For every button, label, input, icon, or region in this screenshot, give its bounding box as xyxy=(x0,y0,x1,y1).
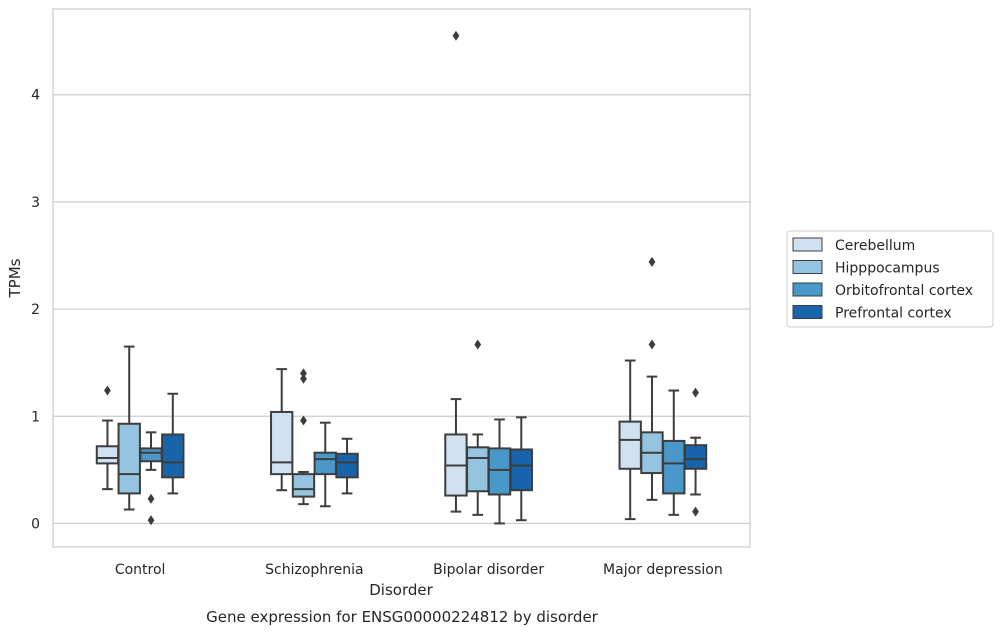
series-orbitofrontal-cortex xyxy=(139,389,686,526)
series-hipppocampus xyxy=(117,256,664,516)
box-iqr xyxy=(618,420,642,470)
box-plot xyxy=(509,416,533,522)
outlier-point xyxy=(648,256,656,267)
x-tick-label: Bipolar disorder xyxy=(433,562,544,578)
box-iqr xyxy=(509,448,533,492)
outlier-point xyxy=(300,373,307,384)
outlier-point xyxy=(692,506,699,517)
box-plot xyxy=(683,387,708,517)
outlier-point xyxy=(147,493,155,504)
box-plot xyxy=(139,431,163,526)
box-plot xyxy=(161,392,185,495)
box-plot xyxy=(640,256,664,501)
box-plot xyxy=(444,30,468,513)
box-series xyxy=(95,30,708,526)
box-plot xyxy=(618,359,642,521)
box-iqr xyxy=(95,445,120,465)
box-plot xyxy=(270,368,294,492)
chart-caption: Gene expression for ENSG00000224812 by d… xyxy=(206,608,599,626)
x-tick-label: Major depression xyxy=(603,562,723,578)
series-cerebellum xyxy=(95,30,642,521)
gridlines xyxy=(53,94,750,525)
outlier-point xyxy=(104,385,111,396)
y-axis-title: TPMs xyxy=(6,258,24,298)
legend-label: Cerebellum xyxy=(835,238,915,254)
legend-swatch xyxy=(792,237,823,252)
box-iqr xyxy=(662,439,686,495)
outlier-point xyxy=(452,30,460,41)
box-iqr xyxy=(291,473,316,498)
y-tick-label: 0 xyxy=(31,516,40,532)
box-iqr xyxy=(466,446,490,493)
series-prefrontal-cortex xyxy=(161,387,708,522)
outlier-point xyxy=(300,415,307,426)
outlier-point xyxy=(147,515,155,526)
legend-swatch xyxy=(792,260,823,274)
box-iqr xyxy=(335,452,359,479)
legend-label: Hipppocampus xyxy=(835,261,940,277)
legend-label: Prefrontal cortex xyxy=(835,306,952,322)
y-tick-label: 4 xyxy=(31,88,40,104)
box-iqr xyxy=(683,444,708,470)
legend: Cerebellum Hipppocampus Orbitofrontal cort… xyxy=(786,230,994,328)
box-plot xyxy=(291,368,316,506)
plot-frame xyxy=(52,8,751,548)
box-iqr xyxy=(313,451,337,476)
box-iqr xyxy=(270,410,294,476)
box-iqr xyxy=(139,447,163,463)
y-tick-label: 2 xyxy=(31,302,40,318)
box-plot xyxy=(95,385,120,491)
outlier-point xyxy=(474,339,482,350)
x-tick-label: Control xyxy=(115,562,166,578)
box-iqr xyxy=(161,433,185,479)
box-plot xyxy=(335,437,359,495)
box-plot xyxy=(466,339,490,516)
legend-label: Orbitofrontal cortex xyxy=(835,283,973,299)
y-tick-label: 1 xyxy=(31,409,40,425)
box-iqr xyxy=(487,447,512,496)
x-tick-label: Schizophrenia xyxy=(265,562,363,578)
x-tick-labels: Control Schizophrenia Bipolar disorder Majo… xyxy=(115,562,723,578)
outlier-point xyxy=(648,339,656,350)
legend-frame xyxy=(786,230,994,328)
legend-swatch xyxy=(792,282,823,297)
outlier-point xyxy=(300,368,307,379)
box-iqr xyxy=(117,422,141,495)
y-tick-labels: 0 1 2 3 4 xyxy=(31,88,40,533)
outlier-point xyxy=(692,387,699,398)
y-tick-label: 3 xyxy=(31,195,40,211)
x-axis-title: Disorder xyxy=(369,581,433,599)
legend-swatch xyxy=(792,305,823,319)
